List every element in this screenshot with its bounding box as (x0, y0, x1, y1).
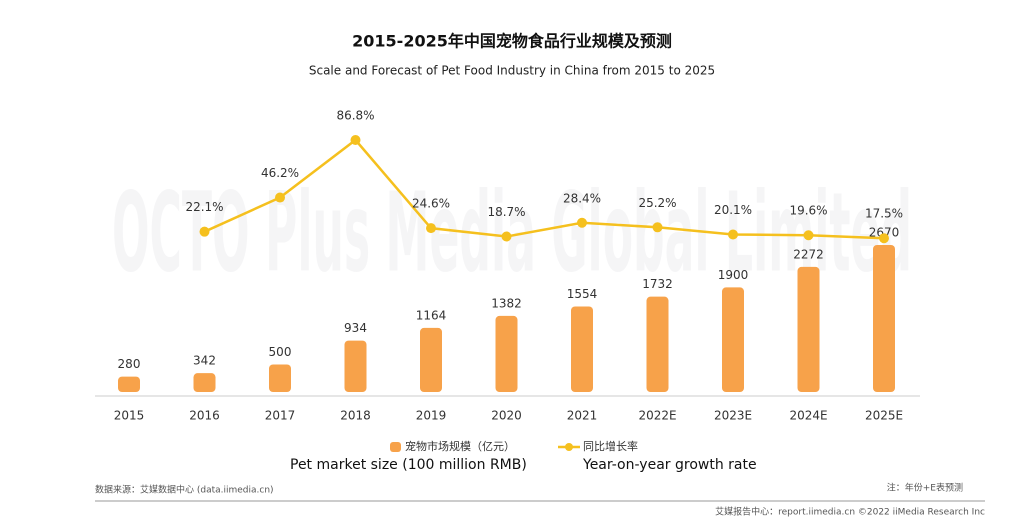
line-point (879, 233, 889, 244)
bar-label: 280 (118, 357, 141, 371)
line-point (350, 135, 361, 145)
source: 数据来源：艾媒数据中心 (data.iimedia.cn) (95, 484, 274, 496)
bar (193, 373, 216, 392)
bar (722, 287, 744, 392)
note: 注：年份+E表预测 (887, 482, 963, 494)
chart-subtitle: Scale and Forecast of Pet Food Industry … (309, 64, 715, 78)
legend-swatch (390, 442, 401, 452)
line-label: 18.7% (487, 205, 525, 219)
line-point (577, 217, 587, 228)
line-label: 25.2% (638, 196, 676, 210)
x-tick-label: 2023E (714, 409, 752, 423)
x-tick-label: 2022E (638, 409, 676, 423)
x-tick-label: 2018 (340, 409, 371, 423)
line-point (728, 229, 738, 240)
bar (571, 306, 593, 392)
line-label: 28.4% (563, 191, 601, 205)
legend-label: 宠物市场规模（亿元） (405, 439, 515, 453)
bar-label: 1382 (491, 296, 522, 310)
line-label: 86.8% (336, 109, 374, 123)
bar-label: 500 (269, 345, 292, 359)
x-tick-label: 2017 (265, 409, 296, 423)
line (203, 138, 885, 240)
line-point (275, 192, 285, 203)
line-point (426, 223, 436, 234)
bar-label: 2670 (869, 226, 900, 240)
bar-label: 342 (193, 354, 216, 368)
bar (420, 327, 442, 392)
line-point (803, 230, 814, 241)
bar (118, 376, 140, 392)
watermark: OCTO Plus Media Global Limited (112, 168, 912, 296)
bar-label: 1732 (642, 277, 673, 291)
legend-label-en: Year-on-year growth rate (582, 457, 757, 473)
bar-label: 2272 (793, 247, 824, 261)
x-tick-label: 2024E (789, 409, 827, 423)
bar (797, 266, 820, 392)
bar (873, 245, 895, 392)
x-tick-label: 2025E (865, 409, 903, 423)
line-point (501, 231, 512, 242)
x-tick-label: 2021 (567, 409, 598, 423)
x-tick-label: 2016 (189, 409, 220, 423)
bar (646, 296, 669, 392)
bar-label: 1900 (718, 268, 749, 282)
bar (269, 364, 291, 392)
line-point (652, 222, 663, 233)
x-tick-label: 2015 (114, 409, 145, 423)
footer: 艾媒报告中心：report.iimedia.cn ©2022 iiMedia R… (715, 506, 985, 518)
line-label: 24.6% (412, 197, 450, 211)
bar-label: 1554 (567, 287, 598, 301)
line-point (199, 226, 210, 237)
legend-swatch (565, 443, 573, 451)
line-label: 20.1% (714, 203, 752, 217)
line-label: 17.5% (865, 207, 903, 221)
legend-label: 同比增长率 (583, 439, 638, 453)
line-label: 19.6% (789, 204, 827, 218)
bar-label: 1164 (416, 308, 447, 322)
x-tick-label: 2020 (491, 409, 522, 423)
bar (495, 315, 518, 392)
chart-title: 2015-2025年中国宠物食品行业规模及预测 (352, 32, 672, 51)
line-label: 22.1% (185, 200, 223, 214)
bar (344, 340, 367, 392)
legend-label-en: Pet market size (100 million RMB) (290, 457, 527, 473)
x-tick-label: 2019 (416, 409, 447, 423)
bar-label: 934 (344, 321, 367, 335)
line-label: 46.2% (261, 166, 299, 180)
